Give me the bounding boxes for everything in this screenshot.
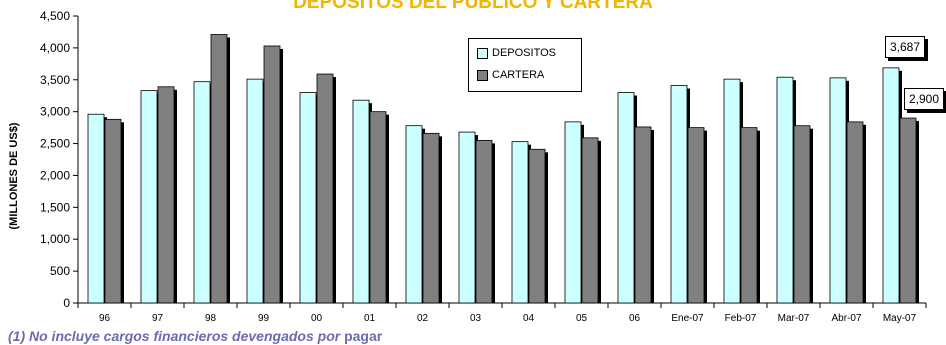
- bar-depositos-05: [564, 121, 582, 304]
- bar-cartera-01: [369, 111, 387, 304]
- bar-depositos-04: [511, 141, 529, 304]
- chart-title: DEPOSITOS DEL PUBLICO Y CARTERA: [293, 0, 653, 13]
- bar-shadow: [863, 124, 866, 303]
- bar-shadow: [704, 130, 707, 303]
- bar-depositos-96: [87, 113, 105, 304]
- bar-cartera-99: [263, 45, 281, 304]
- bar-shadow: [121, 122, 124, 303]
- bar-shadow: [810, 128, 813, 303]
- bar-depositos-00: [299, 92, 317, 304]
- bar-depositos-feb-07: [723, 78, 741, 304]
- y-tick-label: 2,000: [40, 168, 70, 182]
- bar-cartera-98: [210, 34, 228, 304]
- x-tick-label: May-07: [883, 313, 917, 324]
- bar-shadow: [227, 37, 230, 304]
- bar-depositos-may-07: [882, 67, 900, 304]
- bar-depositos-mar-07: [776, 76, 794, 304]
- bar-depositos-99: [246, 78, 264, 304]
- bar-cartera-04: [528, 148, 546, 304]
- callout-depositos-last: 3,687: [885, 36, 926, 58]
- x-tick-label: 03: [470, 313, 482, 324]
- bar-cartera-05: [581, 137, 599, 304]
- bar-cartera-96: [104, 118, 122, 304]
- bar-shadow: [386, 114, 389, 304]
- y-tick-label: 4,500: [40, 9, 70, 23]
- bar-cartera-06: [634, 126, 652, 304]
- y-tick-label: 3,000: [40, 105, 70, 119]
- bar-depositos-03: [458, 131, 476, 304]
- bar-depositos-abr-07: [829, 77, 847, 304]
- x-tick-label: Mar-07: [778, 313, 810, 324]
- x-tick-label: 97: [152, 313, 164, 324]
- x-tick-label: 05: [576, 313, 588, 324]
- y-tick-label: 1,500: [40, 200, 70, 214]
- bar-shadow: [280, 48, 283, 303]
- y-axis-label: (MILLONES DE US$): [8, 122, 20, 230]
- x-tick-label: Abr-07: [831, 313, 861, 324]
- bar-depositos-97: [140, 90, 158, 304]
- bar-shadow: [545, 152, 548, 303]
- chart-legend: DEPOSITOS CARTERA: [468, 38, 582, 92]
- y-tick-label: 2,500: [40, 137, 70, 151]
- x-tick-label: 96: [99, 313, 111, 324]
- bar-depositos-06: [617, 92, 635, 304]
- footnote: (1) No incluye cargos financieros deveng…: [8, 328, 382, 344]
- footnote-text-2: pagar: [344, 328, 383, 344]
- bar-cartera-mar-07: [793, 125, 811, 304]
- bar-cartera-feb-07: [740, 127, 758, 304]
- x-tick-label: Ene-07: [671, 313, 704, 324]
- bar-shadow: [651, 129, 654, 303]
- bar-cartera-02: [422, 132, 440, 304]
- legend-label-cartera: CARTERA: [492, 69, 545, 81]
- legend-item-cartera: CARTERA: [477, 69, 544, 81]
- x-tick-label: 98: [205, 313, 217, 324]
- bar-depositos-98: [193, 81, 211, 304]
- bar-cartera-03: [475, 139, 493, 304]
- callout-cartera-last: 2,900: [904, 88, 945, 110]
- bar-cartera-abr-07: [846, 121, 864, 304]
- x-tick-label: 99: [258, 313, 270, 324]
- y-tick-label: 500: [50, 264, 70, 278]
- footnote-text-1: (1) No incluye cargos financieros deveng…: [8, 328, 345, 344]
- bar-cartera-may-07: [899, 117, 917, 304]
- y-tick-label: 0: [63, 296, 70, 310]
- legend-item-depositos: DEPOSITOS: [477, 47, 556, 59]
- x-tick-label: 06: [629, 313, 641, 324]
- x-tick-label: 00: [311, 313, 323, 324]
- legend-label-depositos: DEPOSITOS: [492, 47, 556, 59]
- bar-shadow: [333, 77, 336, 303]
- bar-cartera-ene-07: [687, 127, 705, 304]
- legend-swatch-cartera: [477, 69, 488, 81]
- bar-shadow: [439, 136, 442, 303]
- bar-shadow: [757, 130, 760, 303]
- y-tick-label: 1,000: [40, 232, 70, 246]
- bar-shadow: [916, 121, 919, 304]
- x-tick-label: 04: [523, 313, 535, 324]
- x-tick-label: 02: [417, 313, 429, 324]
- bar-shadow: [492, 143, 495, 303]
- bar-depositos-02: [405, 125, 423, 304]
- bar-shadow: [174, 89, 177, 303]
- bar-depositos-ene-07: [670, 85, 688, 304]
- bar-shadow: [598, 140, 601, 303]
- y-tick-label: 4,000: [40, 41, 70, 55]
- bar-cartera-00: [316, 73, 334, 304]
- y-tick-label: 3,500: [40, 73, 70, 87]
- legend-swatch-depositos: [477, 47, 488, 59]
- bar-depositos-01: [352, 99, 370, 304]
- x-tick-label: Feb-07: [725, 313, 757, 324]
- bar-cartera-97: [157, 86, 175, 304]
- x-tick-label: 01: [364, 313, 376, 324]
